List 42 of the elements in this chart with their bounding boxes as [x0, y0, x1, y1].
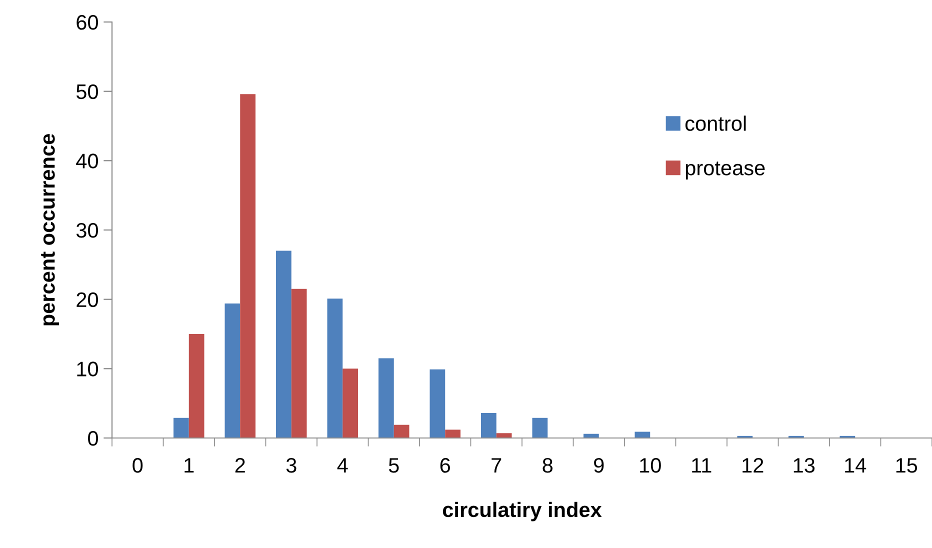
bar [445, 430, 460, 438]
x-tick-label: 15 [896, 458, 918, 473]
y-tick-label: 20 [76, 292, 98, 308]
x-tick-label: 9 [594, 458, 604, 473]
bar [394, 424, 410, 438]
x-tick-label: 8 [542, 458, 553, 473]
x-tick-label: 12 [742, 458, 764, 473]
x-tick-label: 7 [492, 458, 502, 473]
bar [276, 250, 292, 438]
bar [188, 334, 204, 438]
bar [532, 418, 548, 438]
y-axis-title: percent occurrence [41, 134, 59, 326]
bar [224, 303, 240, 438]
x-tick-label: 5 [388, 458, 399, 473]
bar [291, 288, 307, 438]
x-tick-label: 11 [692, 458, 712, 473]
x-tick-label: 13 [794, 458, 815, 473]
bar [240, 94, 256, 438]
x-tick-label: 6 [440, 458, 450, 473]
y-tick-label: 0 [88, 431, 98, 446]
x-tick-label: 14 [845, 458, 866, 473]
y-tick-label: 40 [76, 154, 98, 168]
y-tick-label: 50 [76, 84, 98, 100]
bar [481, 413, 496, 438]
y-tick-label: 60 [76, 15, 98, 30]
x-axis-title: circulatiry index [442, 502, 602, 522]
y-tick-label: 30 [76, 223, 98, 238]
bar [174, 418, 189, 438]
x-tick-label: 1 [184, 458, 194, 473]
bar [430, 369, 446, 438]
y-tick-label: 10 [77, 362, 98, 376]
bar [496, 433, 512, 438]
bar [378, 358, 394, 438]
x-tick-label: 4 [337, 458, 348, 473]
x-tick-label: 10 [640, 458, 661, 473]
legend-label: control [685, 116, 746, 131]
x-tick-label: 0 [132, 458, 143, 473]
bar [342, 368, 358, 438]
x-tick-label: 3 [286, 458, 296, 473]
legend-label: protease [686, 162, 765, 180]
x-tick-label: 2 [235, 458, 245, 473]
bar [327, 298, 343, 438]
